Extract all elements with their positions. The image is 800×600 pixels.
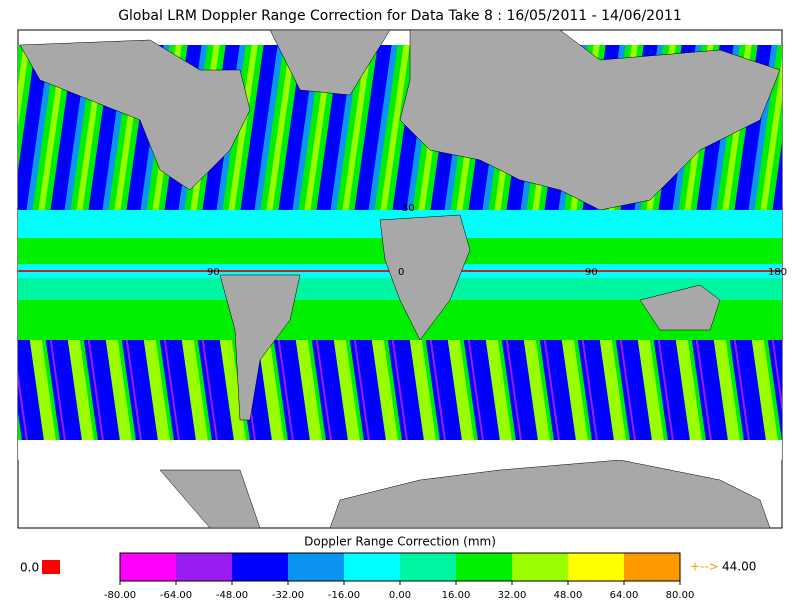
overflow-value: 44.00 (722, 560, 756, 574)
tick-label: 64.00 (610, 590, 639, 600)
colorbar-segment (288, 553, 344, 581)
tick-label: 48.00 (554, 590, 583, 600)
missing-label: 0.0 (20, 561, 39, 575)
colorbar-label: Doppler Range Correction (mm) (304, 535, 496, 549)
tick-label: -48.00 (216, 590, 248, 600)
tick-label: -16.00 (328, 590, 360, 600)
colorbar-segment (344, 553, 400, 581)
tick-label: 0.00 (389, 590, 411, 600)
map (17, 29, 783, 529)
title: Global LRM Doppler Range Correction for … (118, 8, 682, 24)
overflow-arrow: +--> (690, 560, 719, 574)
grid-label: 90 (207, 267, 220, 278)
missing-swatch (42, 560, 60, 574)
tick-label: -32.00 (272, 590, 304, 600)
colorbar-segment (400, 553, 456, 581)
tick-label: -64.00 (160, 590, 192, 600)
grid-label: 0 (398, 267, 404, 278)
colorbar-segment (624, 553, 680, 581)
colorbar-segment (456, 553, 512, 581)
tick-label: 80.00 (666, 590, 695, 600)
tick-label: -80.00 (104, 590, 136, 600)
grid-label: 180 (768, 267, 787, 278)
grid-labels: 30 90 0 90 180 (207, 203, 787, 278)
colorbar-segment (512, 553, 568, 581)
tick-label: 16.00 (442, 590, 471, 600)
colorbar: -80.00 -64.00 -48.00 -32.00 -16.00 0.00 16.00 3… (104, 552, 695, 600)
colorbar-segment (568, 553, 624, 581)
colorbar-segment (176, 553, 232, 581)
tick-label: 32.00 (498, 590, 527, 600)
colorbar-segment (232, 553, 288, 581)
grid-label: 90 (585, 267, 598, 278)
colorbar-segment (120, 553, 176, 581)
grid-label: 30 (402, 203, 415, 214)
